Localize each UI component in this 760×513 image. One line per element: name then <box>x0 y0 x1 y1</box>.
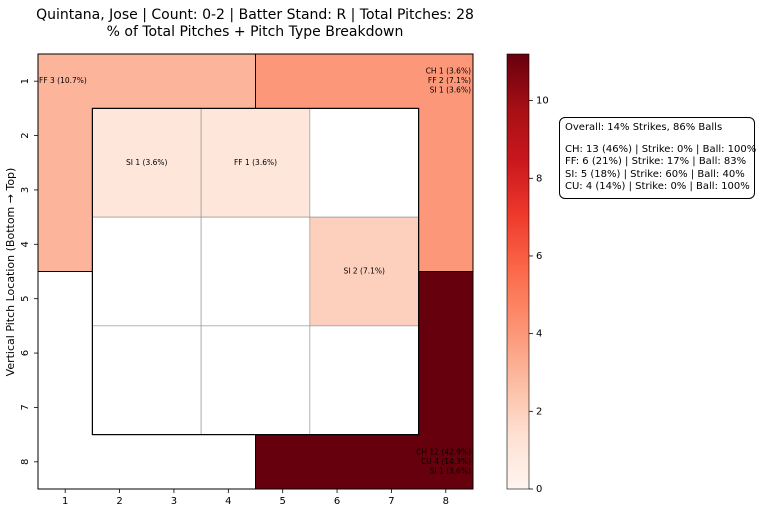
strike-zone-cell <box>200 325 311 435</box>
colorbar-tick-label: 10 <box>536 96 549 107</box>
colorbar-tick-label: 8 <box>536 173 542 184</box>
y-tick-label: 3 <box>20 187 31 193</box>
x-tick-label: 8 <box>443 496 449 507</box>
chart-title: Quintana, Jose | Count: 0-2 | Batter Sta… <box>36 7 474 23</box>
strike-zone-cells <box>92 108 419 435</box>
y-axis-label: Vertical Pitch Location (Bottom → Top) <box>4 168 17 377</box>
strike-zone-border <box>91 107 420 436</box>
summary-line: SI: 5 (18%) | Strike: 60% | Ball: 40% <box>565 168 745 180</box>
cell-label: SI 1 (3.6%) <box>126 158 167 167</box>
y-tick-label: 5 <box>20 296 31 302</box>
summary-line: FF: 6 (21%) | Strike: 17% | Ball: 83% <box>565 156 747 167</box>
strike-zone-cell <box>200 216 311 327</box>
annotations: FF 3 (10.7%)CH 1 (3.6%)FF 2 (7.1%)SI 1 (… <box>39 67 471 476</box>
x-tick-label: 6 <box>334 496 340 507</box>
zone-label: FF 2 (7.1%) <box>428 76 471 85</box>
strike-zone-cell <box>92 216 202 327</box>
y-tick-label: 1 <box>20 78 31 84</box>
plot-frame <box>37 53 474 490</box>
strike-zone-cell <box>309 216 419 327</box>
y-tick-label: 2 <box>20 132 31 138</box>
zone-label: CH 1 (3.6%) <box>426 67 471 76</box>
plot-border <box>37 53 474 490</box>
zone-label: FF 3 (10.7%) <box>39 76 87 85</box>
x-tick-label: 1 <box>62 496 68 507</box>
x-tick-label: 7 <box>388 496 394 507</box>
cell-label: SI 2 (7.1%) <box>344 267 385 276</box>
summary-line: CH: 13 (46%) | Strike: 0% | Ball: 100% <box>565 143 757 155</box>
summary-gap <box>565 135 749 144</box>
colorbar-tick-label: 0 <box>536 484 542 495</box>
x-tick-label: 3 <box>171 496 177 507</box>
cell-label: FF 1 (3.6%) <box>234 158 277 167</box>
summary-line: CU: 4 (14%) | Strike: 0% | Ball: 100% <box>565 181 750 192</box>
colorbar-gradient <box>506 53 530 490</box>
colorbar-tick-label: 6 <box>536 251 542 262</box>
zone-label: CU 4 (14.3%) <box>421 457 471 466</box>
strike-zone-cell <box>200 108 311 218</box>
colorbar: 0 2 4 6 8 10 <box>506 53 549 495</box>
strike-zone-cell <box>92 325 202 435</box>
summary-box: Overall: 14% Strikes, 86% Balls CH: 13 (… <box>559 117 757 199</box>
y-tick-label: 8 <box>20 459 31 465</box>
y-tick-label: 6 <box>20 350 31 356</box>
x-tick-label: 5 <box>280 496 286 507</box>
axes: 1 2 3 4 5 6 7 8 1 2 3 4 5 6 7 8 <box>20 78 449 507</box>
x-tick-label: 4 <box>225 496 231 507</box>
strike-zone-cell <box>309 108 419 218</box>
y-tick-label: 7 <box>20 404 31 410</box>
colorbar-tick-label: 2 <box>536 406 542 417</box>
strike-zone-cell <box>309 325 419 435</box>
zone-label: SI 1 (3.6%) <box>430 466 471 475</box>
zone-label: CH 12 (42.9%) <box>416 447 471 456</box>
strike-zone-cell <box>92 108 202 218</box>
zone-label: SI 1 (3.6%) <box>430 86 471 95</box>
colorbar-tick-label: 4 <box>536 329 542 340</box>
summary-overall: Overall: 14% Strikes, 86% Balls <box>565 122 723 133</box>
chart-subtitle: % of Total Pitches + Pitch Type Breakdow… <box>107 24 404 40</box>
y-tick-label: 4 <box>20 241 31 247</box>
x-tick-label: 2 <box>116 496 122 507</box>
